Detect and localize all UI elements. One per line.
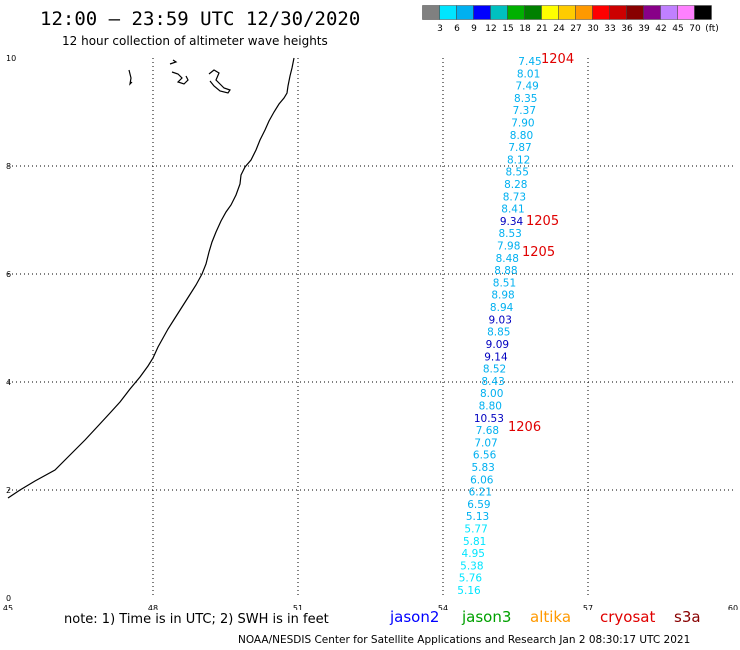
wave-height-label: 5.83 [471,462,494,474]
wave-height-label: 7.07 [474,437,497,449]
time-label: 1206 [508,420,541,435]
y-tick-label: 4 [6,378,11,387]
legend-label: 27 [570,24,581,33]
wave-height-label: 8.88 [494,265,517,277]
wave-height-label: 9.34 [500,216,524,228]
axis-ticks: 45 48 51 54 57 60 0 2 4 6 8 10 [3,54,738,610]
wave-height-label: 8.55 [506,167,529,179]
wave-height-label: 7.68 [476,425,499,437]
satellite-cryosat: cryosat [600,608,656,626]
legend-label: (ft) [705,24,719,33]
wave-height-label: 7.98 [497,241,520,253]
wave-height-label: 8.98 [491,290,514,302]
legend-label: 6 [454,24,460,33]
wave-height-label: 7.90 [511,118,534,130]
legend-label: 3 [437,24,443,33]
wave-height-label: 8.35 [514,93,537,105]
wave-height-label: 8.01 [517,68,540,80]
legend-swatch [694,5,712,20]
legend-label: 45 [672,24,683,33]
legend-label: 33 [604,24,615,33]
legend-label: 36 [621,24,633,33]
wave-height-labels: 7.458.017.498.357.377.908.807.878.128.55… [457,56,541,597]
wave-height-label: 9.14 [484,351,508,363]
satellite-jason2: jason2 [390,608,440,626]
wave-height-label: 5.81 [463,536,486,548]
y-tick-label: 10 [6,54,16,63]
legend-label: 24 [553,24,565,33]
altimeter-map: 45 48 51 54 57 60 0 2 4 6 8 10 7.458.017.498.357.37… [3,52,738,610]
wave-height-label: 6.21 [469,487,492,499]
satellite-s3a: s3a [674,608,701,626]
grid-lines [8,58,733,598]
x-tick-label: 60 [728,604,738,610]
wave-height-label: 8.80 [510,130,533,142]
wave-height-label: 7.49 [515,81,538,93]
wave-height-label: 6.56 [473,450,497,462]
wave-height-label: 8.53 [498,228,521,240]
x-tick-label: 51 [293,604,303,610]
x-tick-label: 45 [3,604,13,610]
legend-label: 15 [502,24,513,33]
wave-height-label: 8.51 [493,277,516,289]
note-text: note: 1) Time is in UTC; 2) SWH is in fe… [64,612,329,627]
wave-height-label: 7.45 [518,56,541,68]
y-tick-label: 0 [6,594,11,603]
wave-height-label: 8.73 [503,191,526,203]
wave-height-label: 8.48 [496,253,519,265]
coastline [7,57,295,499]
satellite-jason3: jason3 [462,608,512,626]
wave-height-label: 5.16 [457,585,481,597]
page-subtitle: 12 hour collection of altimeter wave hei… [62,34,328,48]
wave-height-label: 8.00 [480,388,503,400]
footer-credit: NOAA/NESDIS Center for Satellite Applica… [238,634,691,646]
wave-height-label: 8.85 [487,327,510,339]
wave-height-label: 8.43 [481,376,504,388]
wave-height-label: 6.06 [470,474,494,486]
wave-height-label: 8.12 [507,154,530,166]
island-shapes [128,59,231,94]
legend-label: 9 [471,24,477,33]
wave-height-label: 5.76 [459,573,483,585]
x-tick-label: 57 [583,604,593,610]
x-tick-label: 54 [438,604,448,610]
satellite-altika: altika [530,608,572,626]
wave-height-label: 4.95 [462,548,485,560]
wave-height-label: 8.41 [501,204,524,216]
legend-label: 12 [485,24,496,33]
y-tick-label: 8 [6,162,11,171]
y-tick-label: 6 [6,270,11,279]
legend-label: 21 [536,24,547,33]
legend-label: 39 [638,24,650,33]
legend-label: 42 [655,24,666,33]
wave-height-label: 8.80 [479,400,502,412]
time-label: 1204 [541,52,574,67]
color-legend: 3 6 9 12 15 18 21 24 27 30 33 36 39 42 45 70 (ft) [422,5,719,33]
time-label: 1205 [526,214,559,229]
wave-height-label: 8.28 [504,179,527,191]
legend-label: 30 [587,24,599,33]
time-label: 1205 [522,245,555,260]
wave-height-label: 9.03 [489,314,512,326]
wave-height-label: 5.77 [464,523,487,535]
wave-height-label: 8.94 [490,302,514,314]
page-title: 12:00 – 23:59 UTC 12/30/2020 [40,8,361,30]
x-tick-label: 48 [148,604,158,610]
wave-height-label: 5.38 [460,560,483,572]
wave-height-label: 10.53 [474,413,504,425]
legend-label: 70 [689,24,701,33]
wave-height-label: 5.13 [466,511,489,523]
wave-height-label: 8.52 [483,364,506,376]
time-labels: 1204 1205 1205 1206 [508,52,574,435]
wave-height-label: 9.09 [486,339,509,351]
wave-height-label: 6.59 [467,499,490,511]
wave-height-label: 7.87 [508,142,531,154]
legend-label: 18 [519,24,531,33]
y-tick-label: 2 [6,486,11,495]
wave-height-label: 7.37 [513,105,536,117]
